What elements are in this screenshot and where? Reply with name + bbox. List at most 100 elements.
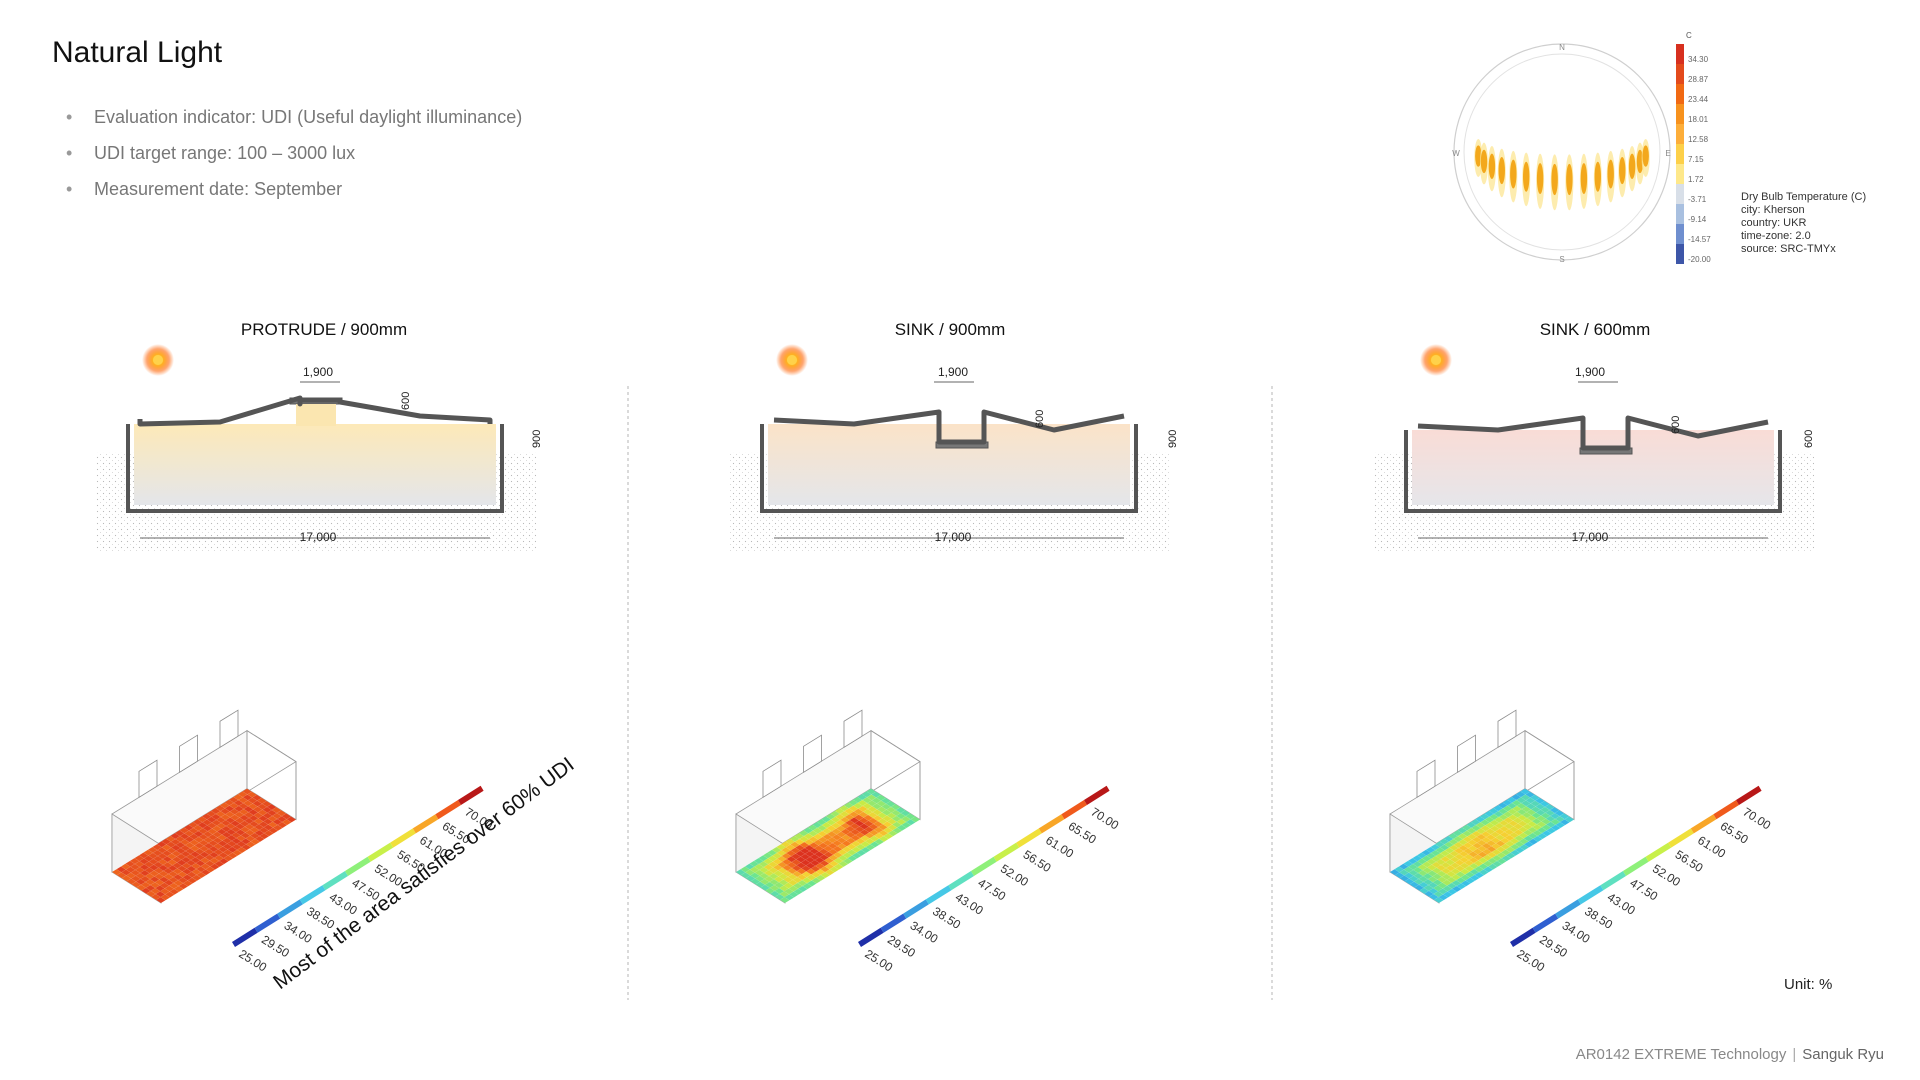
udi-legend-swatch [299,885,326,905]
dimension-total-width: 17,000 [1572,530,1609,544]
udi-legend-swatch [458,785,484,805]
udi-legend-swatch [880,913,907,933]
sun-hour-band-core [1488,153,1496,180]
temperature-scale-swatch [1676,224,1684,244]
udi-legend-label: 47.50 [975,876,1008,904]
udi-heatmap [111,788,297,904]
iso-roof-skylight [179,734,198,774]
weather-info: Dry Bulb Temperature (C) city: Kherson c… [1741,191,1866,255]
udi-legend-swatch [435,800,461,820]
sun-hour-band [1565,154,1574,211]
udi-cell [910,816,921,823]
sun-core [153,355,163,365]
sun-icon [776,344,808,376]
section-dimensions-sink-900: 1,900 600 900 17,000 [935,365,1179,544]
roof-profile [773,409,1125,445]
bullet-list: Evaluation indicator: UDI (Useful daylig… [66,104,522,212]
udi-legend-label: 52.00 [998,861,1031,889]
compass-east: E [1665,149,1670,158]
udi-legend-label: 25.00 [236,947,269,975]
udi-grid-sink-600 [1389,709,1575,904]
temperature-scale-label: -20.00 [1688,255,1711,264]
temperature-scale-swatch [1676,64,1684,84]
sun-hour-band-core [1642,145,1649,167]
temperature-scale-swatch [1676,144,1684,164]
udi-heatmap [1389,788,1575,904]
weather-info-line: city: Kherson [1741,204,1805,216]
sun-hour-band-core [1580,163,1588,194]
udi-legend-label: 70.00 [1740,805,1773,833]
dimension-protrusion-height: 600 [400,392,412,410]
sun-hour-band [1509,150,1518,203]
udi-legend-label: 70.00 [1088,805,1121,833]
iso-roof-skylight [1457,734,1476,774]
udi-legend-label: 34.00 [282,918,315,946]
udi-grid-sink-900 [735,709,921,904]
dimension-section-height: 600 [1803,430,1815,448]
udi-legend-swatch [345,856,371,876]
udi-legend-label: 47.50 [1627,876,1660,904]
temperature-scale-label: 1.72 [1688,175,1704,184]
udi-legend-swatch [1016,828,1042,848]
temperature-scale-swatch [1676,124,1684,144]
dimension-total-width: 17,000 [300,530,337,544]
udi-legend-swatch [1623,856,1649,876]
sun-hour-band-core [1594,161,1601,192]
udi-legend-label: 29.50 [885,932,918,960]
udi-legend-label: 29.50 [1537,932,1570,960]
page-title: Natural Light [52,36,223,69]
temperature-scale-label: -3.71 [1688,195,1707,204]
room-interior [134,424,496,505]
udi-legend-swatch [1668,828,1694,848]
udi-legend-swatch [971,856,997,876]
sun-core [787,355,797,365]
footer: AR0142 EXTREME Technology | Sanguk Ryu [1576,1046,1884,1063]
temperature-scale-unit: C [1686,31,1692,40]
weather-info-line: country: UKR [1741,217,1806,229]
sun-hour-band [1536,153,1545,209]
udi-legend-label: 52.00 [1650,861,1683,889]
udi-legend-swatch [1690,814,1717,834]
sun-hour-band [1522,152,1531,207]
udi-legend-swatch [1645,842,1672,862]
udi-legend-swatch [948,871,974,891]
iso-roof-skylight [138,759,158,799]
udi-legend-swatch [925,885,952,905]
compass-west: W [1452,149,1460,158]
temperature-scale-label: 23.44 [1688,95,1709,104]
roof-profile [1417,415,1769,451]
sun-hour-band-core [1636,149,1644,174]
temperature-scale-label: 12.58 [1688,135,1709,144]
temperature-scale-label: 18.01 [1688,115,1709,124]
weather-info-line: source: SRC-TMYx [1741,243,1836,255]
dimension-section-height: 900 [531,430,543,448]
udi-legend-swatch [1577,885,1604,905]
sun-hour-band-core [1628,153,1636,180]
udi-legend-swatch [1510,927,1536,947]
udi-legend-label: 61.00 [1043,833,1076,861]
sun-hour-band-core [1607,159,1614,189]
udi-legend-label: 65.50 [1066,819,1099,847]
iso-roof-skylight [1497,709,1517,748]
iso-roof-skylight [762,759,782,799]
udi-legend-swatch [1736,785,1762,805]
udi-legend-label: 38.50 [930,904,963,932]
footer-separator: | [1792,1046,1797,1063]
skylight-shaft [296,404,336,426]
temperature-scale-swatch [1676,104,1684,124]
sun-hour-band [1550,154,1559,211]
section-wall [760,424,1138,513]
section-drawing-sink-600 [1374,344,1814,552]
udi-legend-swatch [1713,800,1739,820]
iso-roof-skylight [803,734,822,774]
temperature-scale-swatch [1676,184,1684,204]
udi-legend-label: 43.00 [953,890,986,918]
temperature-scale-label: -14.57 [1688,235,1711,244]
sun-path-outer-ring [1453,43,1671,261]
udi-legend-swatch [1038,814,1065,834]
sun-hour-band-core [1498,156,1505,185]
sun-icon [142,344,174,376]
udi-legend-swatch [858,927,884,947]
sun-core [1431,355,1441,365]
room-interior [1412,430,1774,505]
